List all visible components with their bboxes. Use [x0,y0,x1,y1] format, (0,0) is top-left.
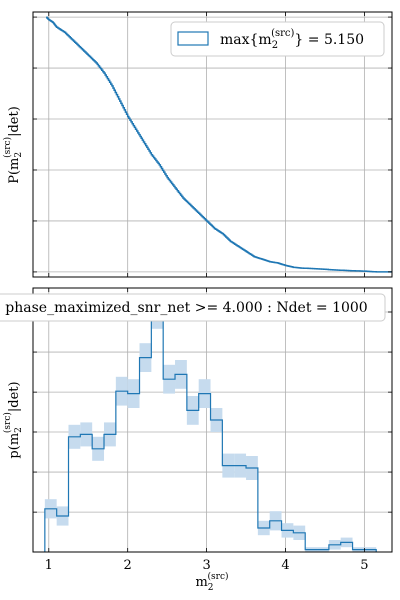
pdf-ticks: 1 2 3 4 5 [33,288,392,573]
cdf-legend-label: max{m2(src)} = 5.150 [220,28,364,51]
cdf-panel: max{m2(src)} = 5.150 P(m2(src)|det) [2,11,393,278]
cdf-line [46,16,392,273]
pdf-axes-frame [32,287,393,553]
pdf-error-bands [44,300,377,552]
pdf-histogram-step [44,311,377,552]
pdf-xtick-label: 4 [281,558,289,573]
cdf-legend: max{m2(src)} = 5.150 [170,21,385,57]
pdf-title-box [0,293,386,322]
pdf-xtick-label: 5 [360,558,368,573]
cdf-ticks [33,12,392,277]
cdf-ylabel: P(m2(src)|det) [2,106,24,184]
pdf-xtick-label: 2 [124,558,132,573]
cdf-legend-swatch [177,31,209,46]
cdf-legend-box [170,21,385,57]
cdf-axes-frame [32,11,393,278]
pdf-xtick-label: 1 [45,558,53,573]
pdf-xlabel: m2(src) [195,571,228,593]
pdf-ylabel: p(m2(src)|det) [2,381,24,458]
pdf-xtick-label: 3 [202,558,210,573]
pdf-panel: 1 2 3 4 5 phase_maximized_snr_net >= 4.000 :… [0,287,393,593]
pdf-title: phase_maximized_snr_net >= 4.000 : Ndet … [5,300,367,316]
pdf-title-banner: phase_maximized_snr_net >= 4.000 : Ndet … [0,293,386,322]
